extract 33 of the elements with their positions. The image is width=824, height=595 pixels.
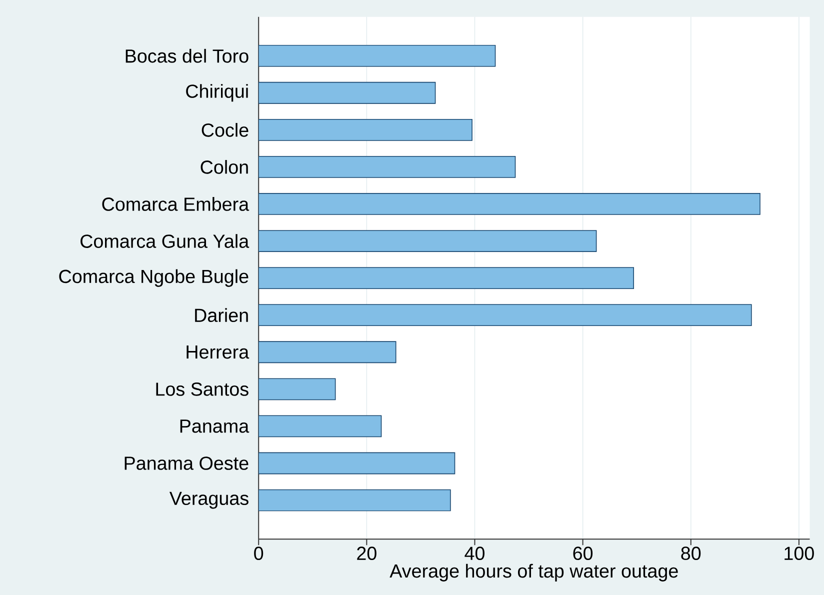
- x-tick-label: 20: [357, 546, 376, 560]
- y-tick-label: Los Santos: [156, 382, 248, 396]
- y-tick-label: Darien: [195, 308, 248, 322]
- y-tick-label: Colon: [200, 160, 248, 174]
- x-axis-title: Average hours of tap water outage: [390, 564, 678, 582]
- x-tick-label: 0: [254, 546, 264, 560]
- y-tick-label: Cocle: [202, 122, 248, 137]
- bar: [258, 156, 516, 178]
- bar: [258, 267, 634, 290]
- y-tick-label: Panama Oeste: [124, 456, 248, 470]
- bar: [258, 341, 396, 364]
- bar: [258, 452, 456, 474]
- y-tick-label: Veraguas: [169, 492, 248, 509]
- y-tick-label: Panama: [180, 420, 250, 433]
- bar: [258, 82, 436, 104]
- bar: [258, 489, 451, 512]
- bar: [258, 193, 760, 215]
- y-tick-label: Comarca Embera: [102, 197, 250, 211]
- bar: [258, 415, 382, 438]
- bar: [258, 378, 336, 400]
- bar: [258, 304, 752, 326]
- x-tick-label: 40: [464, 546, 484, 560]
- y-tick-label: Comarca Ngobe Bugle: [59, 269, 248, 287]
- y-tick-label: Herrera: [186, 346, 250, 359]
- y-tick-label: Comarca Guna Yala: [80, 234, 250, 248]
- x-tick-label: 80: [681, 546, 701, 560]
- x-tick-label: 60: [573, 546, 593, 560]
- bar: [258, 118, 472, 141]
- y-tick-label: Bocas del Toro: [126, 48, 248, 63]
- bar: [258, 230, 597, 252]
- y-tick-label: Chiriqui: [186, 84, 248, 102]
- bar: [258, 44, 496, 67]
- x-tick-label: 100: [784, 546, 814, 560]
